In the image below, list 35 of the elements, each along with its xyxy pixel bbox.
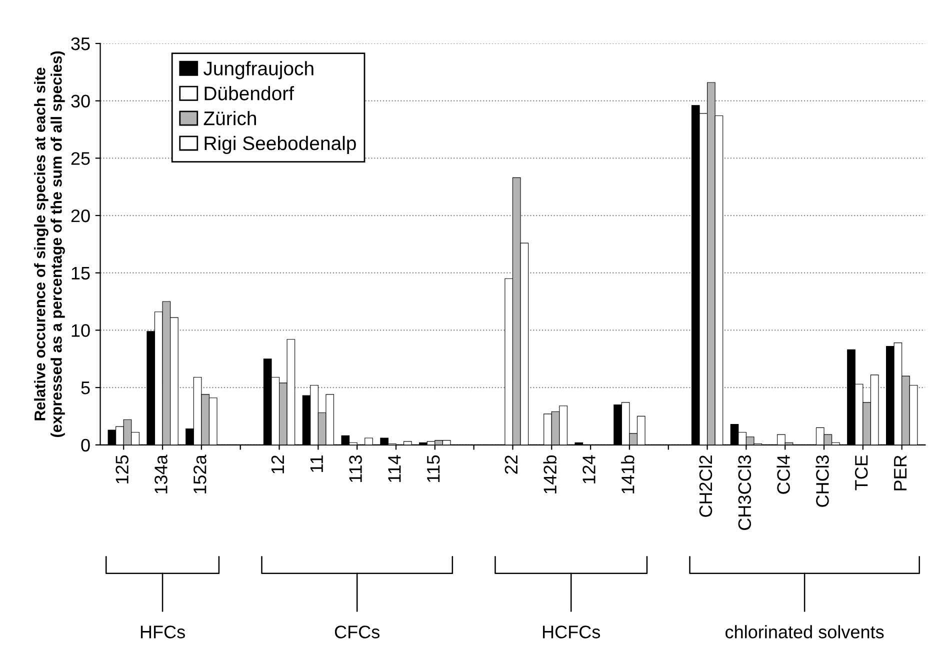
y-tick-label: 25 bbox=[71, 152, 90, 165]
x-tick-label: 113 bbox=[349, 455, 362, 482]
x-tick-label: CHCl3 bbox=[816, 455, 829, 507]
y-tick-label: 15 bbox=[72, 266, 90, 280]
legend-label: Zürich bbox=[204, 110, 256, 126]
x-tick-label: PER bbox=[894, 455, 907, 490]
y-tick-label: 5 bbox=[81, 382, 90, 394]
y-tick-label: 10 bbox=[72, 324, 90, 337]
y-tick-label: 0 bbox=[81, 438, 90, 452]
x-tick-label: 152a bbox=[194, 454, 206, 494]
text: CFCs bbox=[334, 626, 380, 638]
legend-label: Jungfraujoch bbox=[204, 61, 314, 80]
x-tick-label: 141b bbox=[621, 455, 634, 494]
x-tick-label: CH3CCl3 bbox=[738, 455, 752, 530]
x-tick-label: 134a bbox=[154, 454, 168, 494]
x-tick-label: 22 bbox=[504, 456, 518, 474]
x-tick-label: 115 bbox=[427, 455, 440, 482]
y-axis-title: Relative occurence of single species at each site (expressed as a percentage of the sum of all species) bbox=[34, 51, 65, 437]
text: chlorinated solvents bbox=[726, 625, 884, 638]
y-tick-label: 35 bbox=[71, 37, 90, 50]
legend-label: Dübendorf bbox=[204, 86, 294, 100]
legend-label: Rigi Seebodenalp bbox=[204, 136, 356, 154]
x-tick-label: CH2Cl2 bbox=[698, 456, 712, 517]
x-tick-label: 11 bbox=[310, 455, 323, 472]
text: HCFCs bbox=[542, 626, 600, 638]
x-tick-label: CCl4 bbox=[776, 455, 790, 494]
x-tick-label: 125 bbox=[116, 455, 128, 484]
x-tick-label: 114 bbox=[388, 455, 401, 482]
x-tick-label: TCE bbox=[854, 455, 868, 490]
x-tick-label: 142b bbox=[543, 455, 556, 494]
y-tick-label: 30 bbox=[71, 94, 90, 108]
y-tick-label: 20 bbox=[71, 209, 90, 222]
x-tick-label: 124 bbox=[582, 455, 596, 484]
text: HFCs bbox=[140, 626, 185, 638]
x-tick-label: 12 bbox=[271, 456, 284, 474]
